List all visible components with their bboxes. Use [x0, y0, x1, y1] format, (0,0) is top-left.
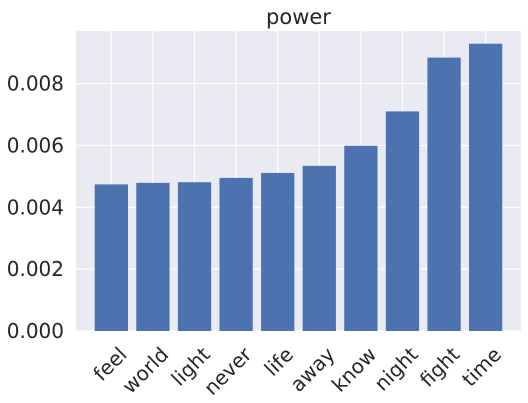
- x-tick-label: never: [199, 342, 257, 400]
- y-tick-label: 0.000: [7, 319, 64, 343]
- x-tick-label: night: [369, 342, 422, 395]
- bar-time: [469, 43, 503, 331]
- bar-never: [219, 177, 253, 331]
- x-tick-label: fight: [415, 342, 464, 391]
- x-tick-label: world: [117, 342, 173, 398]
- y-axis-ticks: 0.000 0.002 0.004 0.006 0.008: [7, 72, 64, 343]
- bar-fight: [427, 57, 461, 332]
- bar-feel: [94, 184, 128, 331]
- bar-world: [136, 182, 170, 331]
- x-tick-label: know: [327, 342, 381, 396]
- bar-away: [302, 165, 336, 331]
- bars: [94, 43, 503, 332]
- y-tick-label: 0.008: [7, 72, 64, 96]
- bar-light: [177, 182, 212, 331]
- y-tick-label: 0.006: [7, 133, 64, 157]
- bar-night: [385, 111, 420, 331]
- bar-life: [261, 172, 295, 331]
- bar-know: [344, 145, 378, 331]
- x-tick-label: away: [285, 342, 339, 396]
- y-tick-label: 0.002: [7, 257, 64, 281]
- chart-title: power: [266, 5, 331, 29]
- x-tick-label: time: [457, 342, 506, 391]
- y-tick-label: 0.004: [7, 195, 64, 219]
